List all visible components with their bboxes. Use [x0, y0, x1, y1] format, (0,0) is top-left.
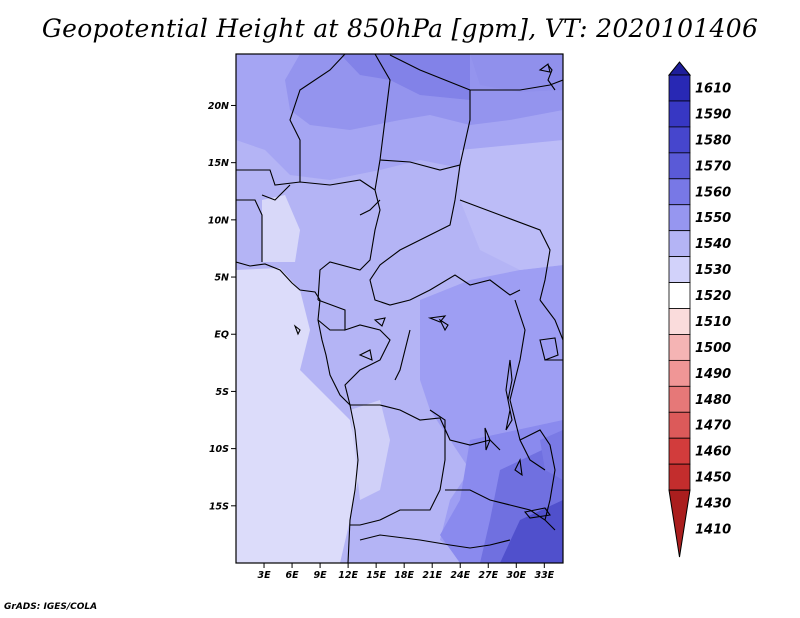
lat-tick-label: 5S [216, 387, 230, 398]
colorbar-labels: 1610 1590 1580 1570 1560 1550 1540 1530 1520 1510… [695, 82, 731, 538]
colorbar-label: 1520 [695, 289, 731, 304]
colorbar-swatch [668, 334, 691, 361]
lat-tick-label: 10S [209, 444, 229, 455]
colorbar-label: 1410 [695, 523, 731, 538]
colorbar-label: 1540 [695, 237, 731, 252]
colorbar-label: 1460 [695, 445, 731, 460]
colorbar-label: 1560 [695, 185, 731, 200]
lon-tick-label: 24E [450, 570, 470, 581]
colorbar-label: 1450 [695, 471, 731, 486]
grads-credit: GrADS: IGES/COLA [4, 602, 98, 612]
colorbar-label: 1510 [695, 315, 731, 330]
colorbar-swatch [668, 230, 691, 258]
chart-title: Geopotential Height at 850hPa [gpm], VT:… [41, 14, 759, 43]
colorbar-label: 1480 [695, 393, 731, 408]
lon-tick-label: 15E [366, 570, 386, 581]
colorbar-swatch [668, 308, 691, 335]
lon-tick-label: 6E [286, 570, 300, 581]
colorbar-label: 1530 [695, 263, 731, 278]
lon-tick-label: 3E [257, 570, 271, 581]
colorbar-swatch [668, 126, 691, 154]
colorbar-swatch [668, 463, 691, 491]
colorbar-swatch [668, 411, 691, 439]
colorbar-label: 1470 [695, 419, 731, 434]
colorbar-label: 1570 [695, 159, 731, 174]
lon-tick-label: 30E [506, 570, 526, 581]
map-frame [235, 53, 564, 564]
lat-tick-label: 15S [209, 501, 229, 512]
colorbar-label: 1580 [695, 133, 731, 148]
lon-tick-label: 18E [394, 570, 414, 581]
colorbar-swatch [668, 437, 691, 465]
colorbar-swatch [668, 204, 691, 232]
colorbar-label: 1590 [695, 107, 731, 122]
colorbar-swatch [668, 178, 691, 206]
lat-tick-label: 10N [208, 215, 229, 226]
colorbar-swatch [668, 74, 691, 102]
lon-tick-label: 33E [534, 570, 554, 581]
colorbar-label: 1610 [695, 82, 731, 97]
colorbar-swatch [668, 385, 691, 413]
colorbar-swatches [667, 61, 692, 558]
lon-tick-label: 9E [314, 570, 328, 581]
colorbar-swatch [668, 100, 691, 128]
lon-tick-label: 27E [478, 570, 498, 581]
colorbar-swatch [668, 152, 691, 180]
colorbar-label: 1550 [695, 211, 731, 226]
country-borders [236, 54, 563, 563]
longitude-axis: 3E 6E 9E 12E 15E 18E 21E 24E 27E 30E 33E [257, 563, 555, 581]
latitude-axis: 20N 15N 10N 5N EQ 5S 10S 15S [208, 101, 236, 512]
colorbar-swatch [668, 359, 691, 387]
height-field [236, 54, 563, 563]
lat-tick-label: EQ [214, 330, 229, 341]
lat-tick-label: 20N [208, 101, 229, 112]
colorbar-label: 1500 [695, 341, 731, 356]
lon-tick-label: 12E [338, 570, 358, 581]
colorbar-label: 1430 [695, 497, 731, 512]
colorbar-bottom-arrow [668, 489, 691, 558]
lat-tick-label: 5N [214, 273, 229, 284]
colorbar-swatch [668, 282, 691, 309]
lon-tick-label: 21E [422, 570, 442, 581]
colorbar-swatch [668, 256, 691, 283]
colorbar-top-arrow [667, 61, 692, 76]
lat-tick-label: 15N [208, 158, 229, 169]
colorbar-label: 1490 [695, 367, 731, 382]
